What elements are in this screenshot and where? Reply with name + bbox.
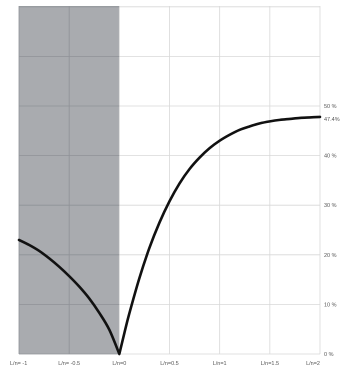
x-tick-label: L/n=2 (306, 361, 320, 367)
x-tick-label: L/n= -1 (10, 361, 27, 367)
y-tick-label: 40 % (324, 154, 337, 160)
gridline-layer (18, 6, 321, 355)
x-tick-label: L/n=0 (112, 361, 126, 367)
y-tick-label: 20 % (324, 253, 337, 259)
y-tick-label-layer: 0 % 10 % 20 % 30 % 40 % 47.4% 50 % (324, 104, 340, 358)
x-tick-label: L/n=0.5 (160, 361, 179, 367)
x-tick-label-layer: L/n= -1 L/n= -0.5 L/n=0 L/n=0.5 L/n=1 L/n=1.5… (10, 361, 320, 367)
y-tick-label: 50 % (324, 104, 337, 110)
y-tick-label: 47.4% (324, 117, 340, 123)
y-tick-label: 30 % (324, 203, 337, 209)
x-tick-label: L/n=1 (213, 361, 227, 367)
x-tick-label: L/n=1.5 (261, 361, 280, 367)
y-tick-label: 0 % (324, 352, 334, 358)
y-tick-label: 10 % (324, 302, 337, 308)
x-tick-label: L/n= -0.5 (58, 361, 80, 367)
series-line (17, 115, 322, 356)
series-layer (17, 115, 322, 356)
